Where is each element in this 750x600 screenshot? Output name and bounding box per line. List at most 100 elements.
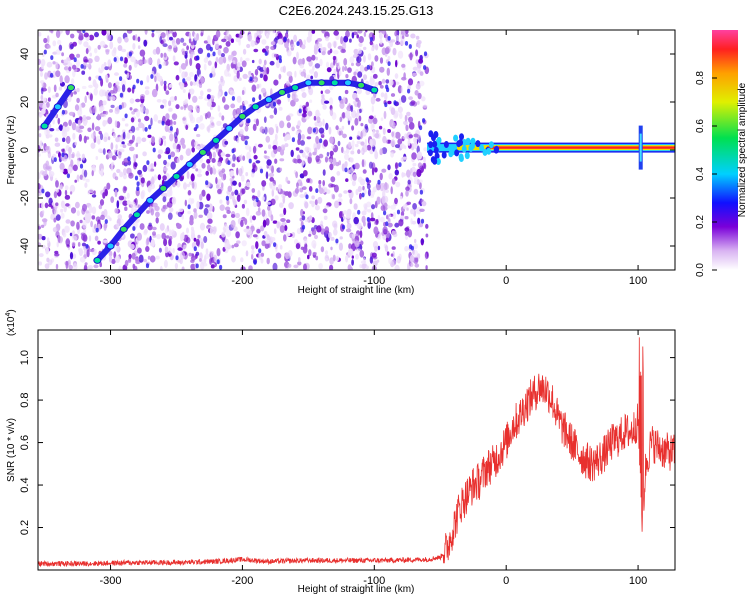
- heatmap-cell: [279, 167, 283, 172]
- x-tick-label: 100: [629, 575, 647, 587]
- heatmap-cell: [101, 113, 107, 118]
- heatmap-cell: [282, 195, 286, 204]
- heatmap-cell: [407, 179, 411, 185]
- heatmap-cell: [371, 204, 376, 210]
- heatmap-cell: [130, 56, 136, 63]
- heatmap-cell: [76, 53, 81, 58]
- heatmap-cell: [82, 234, 88, 242]
- heatmap-cell: [279, 245, 283, 250]
- heatmap-cell: [107, 82, 112, 89]
- heatmap-cell: [197, 47, 204, 55]
- heatmap-cell: [390, 93, 396, 97]
- heatmap-cell: [244, 218, 248, 226]
- heatmap-cell: [92, 107, 96, 114]
- heatmap-cell: [158, 136, 161, 145]
- heatmap-cell: [143, 59, 147, 64]
- heatmap-cell: [361, 192, 365, 198]
- heatmap-cell: [222, 56, 227, 64]
- heatmap-cell: [146, 237, 150, 246]
- heatmap-cell: [331, 112, 337, 120]
- heatmap-cell: [107, 59, 112, 67]
- colorbar-tick-label: 0.6: [695, 119, 706, 133]
- heatmap-cell: [302, 160, 306, 165]
- heatmap-cell: [170, 151, 176, 158]
- heatmap-cell: [309, 99, 313, 103]
- heatmap-cell: [307, 110, 313, 117]
- heatmap-cell: [325, 36, 330, 42]
- heatmap-cell: [212, 151, 216, 159]
- heatmap-noise: [38, 30, 430, 270]
- heatmap-cell: [193, 211, 198, 219]
- heatmap-cell: [223, 104, 230, 110]
- x-tick-label: 0: [503, 275, 509, 287]
- heatmap-cell: [359, 64, 365, 73]
- heatmap-cell: [126, 199, 131, 206]
- curve-point: [198, 148, 207, 156]
- heatmap-cell: [402, 156, 408, 160]
- heatmap-cell: [228, 54, 232, 61]
- heatmap-cell: [359, 230, 363, 239]
- heatmap-cell: [87, 58, 93, 64]
- heatmap-cell: [187, 104, 194, 112]
- heatmap-cell: [41, 108, 46, 115]
- heatmap-cell: [266, 235, 271, 241]
- heatmap-cell: [313, 243, 316, 249]
- heatmap-cell: [182, 117, 186, 121]
- heatmap-cell: [218, 56, 224, 65]
- heatmap-cell: [271, 189, 275, 197]
- heatmap-cell: [97, 240, 101, 245]
- heatmap-cell: [329, 108, 334, 117]
- heatmap-cell: [241, 90, 245, 95]
- heatmap-cell: [167, 154, 172, 160]
- heatmap-cell: [121, 117, 126, 122]
- heatmap-cell: [252, 97, 256, 102]
- heatmap-cell: [50, 30, 54, 34]
- heatmap-cell: [173, 61, 179, 66]
- heatmap-cell: [45, 246, 49, 255]
- heatmap-cell: [218, 112, 222, 118]
- heatmap-cell: [222, 214, 227, 219]
- heatmap-cell: [229, 177, 234, 182]
- heatmap-cell: [412, 66, 418, 71]
- heatmap-cell: [390, 39, 396, 43]
- heatmap-cell: [351, 110, 357, 119]
- heatmap-cell: [238, 168, 243, 177]
- heatmap-cell: [86, 91, 89, 96]
- heatmap-cell: [351, 180, 356, 187]
- heatmap-cell: [279, 149, 285, 156]
- heatmap-cell: [47, 259, 53, 266]
- heatmap-cell: [355, 97, 360, 102]
- heatmap-cell: [332, 40, 338, 48]
- heatmap-cell: [375, 97, 381, 102]
- heatmap-cell: [360, 260, 367, 265]
- heatmap-cell: [408, 134, 414, 139]
- heatmap-cell: [308, 249, 312, 257]
- heatmap-cell: [295, 147, 300, 151]
- heatmap-cell: [419, 189, 423, 195]
- heatmap-cell: [137, 247, 142, 254]
- heatmap-cell: [182, 42, 187, 46]
- heatmap-cell: [400, 95, 407, 103]
- heatmap-cell: [302, 170, 308, 177]
- heatmap-cell: [79, 163, 84, 169]
- heatmap-cell: [379, 172, 383, 181]
- heatmap-cell: [379, 216, 385, 223]
- heatmap-cell: [333, 223, 338, 230]
- curve-point: [225, 124, 234, 132]
- heatmap-cell: [339, 101, 345, 109]
- heatmap-cell: [408, 44, 412, 49]
- heatmap-cell: [224, 91, 228, 97]
- heatmap-cell: [186, 227, 189, 234]
- heatmap-cell: [327, 50, 331, 55]
- heatmap-cell: [301, 186, 307, 191]
- heatmap-cell: [220, 152, 226, 157]
- heatmap-cell: [101, 30, 107, 36]
- heatmap-cell: [356, 56, 362, 63]
- heatmap-cell: [264, 243, 270, 249]
- heatmap-cell: [212, 51, 216, 57]
- heatmap-cell: [200, 76, 205, 85]
- heatmap-cell: [209, 167, 213, 175]
- heatmap-cell: [38, 113, 43, 118]
- heatmap-cell: [138, 254, 144, 263]
